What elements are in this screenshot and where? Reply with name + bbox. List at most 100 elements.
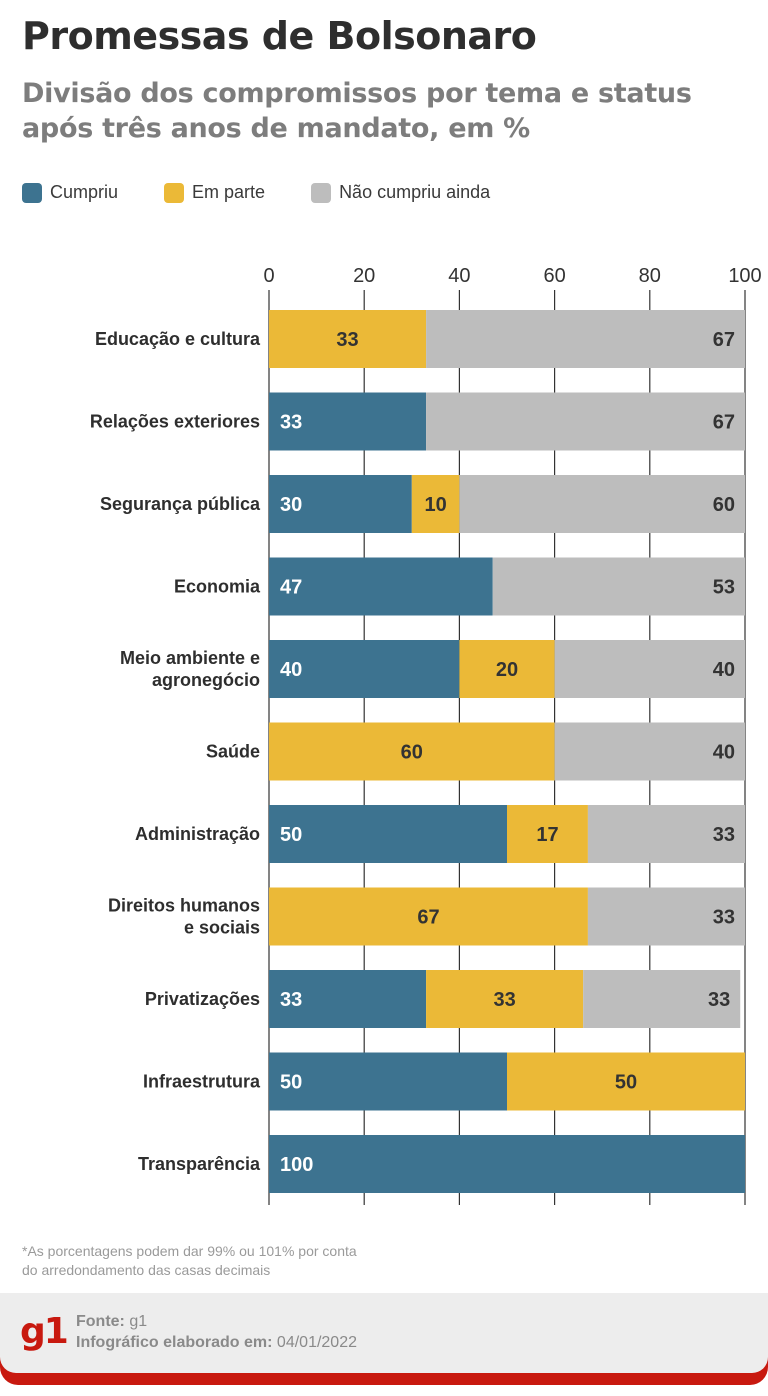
category-label-line: Direitos humanos xyxy=(108,896,260,916)
bar-segment-nao-cumpriu xyxy=(459,475,745,533)
bar-segment-em-parte xyxy=(459,640,555,698)
data-label: 17 xyxy=(536,824,558,846)
category-label: Segurança pública xyxy=(100,494,261,514)
x-tick-label: 80 xyxy=(639,265,661,287)
x-tick-label: 100 xyxy=(728,265,761,287)
category-label: Relações exteriores xyxy=(90,412,260,432)
category-label: Meio ambiente e agronegócio xyxy=(120,648,260,690)
chart-subtitle: Divisão dos compromissos por tema e stat… xyxy=(22,78,692,144)
data-label: 10 xyxy=(424,494,446,516)
bar-segment-cumpriu xyxy=(269,392,427,451)
x-tick-label: 60 xyxy=(543,265,565,287)
data-label: 47 xyxy=(280,577,302,599)
bar-segment-nao-cumpriu xyxy=(587,887,745,946)
bar-segment-nao-cumpriu xyxy=(587,805,745,863)
category-label-line: Relações exteriores xyxy=(90,412,260,432)
source-line: Fonte: g1 xyxy=(76,1311,357,1332)
bar-segment-em-parte xyxy=(269,310,427,368)
footer-panel: g1 Fonte: g1 Infográfico elaborado em: 0… xyxy=(0,1293,768,1373)
category-label-line: Administração xyxy=(135,824,260,844)
data-label: 33 xyxy=(280,412,302,434)
data-label: 50 xyxy=(280,824,302,846)
category-label: Administração xyxy=(135,824,260,844)
bar-segment-cumpriu xyxy=(269,805,507,863)
source-label: Fonte: xyxy=(76,1313,125,1330)
bar-segment-nao-cumpriu xyxy=(554,722,745,781)
category-label-line: Privatizações xyxy=(145,989,260,1009)
bar-row: Educação e cultura 33 67 xyxy=(95,310,745,368)
bar-segment-em-parte xyxy=(269,887,588,946)
data-label: 53 xyxy=(713,577,735,599)
bar-segment-cumpriu xyxy=(269,475,412,533)
legend-item-em-parte: Em parte xyxy=(164,182,265,203)
x-tick-label: 40 xyxy=(448,265,470,287)
x-tick-label: 20 xyxy=(353,265,375,287)
legend-item-nao-cumpriu: Não cumpriu ainda xyxy=(311,182,490,203)
data-label: 20 xyxy=(496,659,518,681)
data-label: 50 xyxy=(280,1072,302,1094)
data-label: 33 xyxy=(280,989,302,1011)
data-label: 50 xyxy=(615,1072,637,1094)
category-label: Saúde xyxy=(206,742,260,762)
data-label: 100 xyxy=(280,1154,313,1176)
bar-row: Transparência 100 xyxy=(138,1135,745,1193)
chart-title: Promessas de Bolsonaro xyxy=(22,14,537,58)
date-label: Infográfico elaborado em: xyxy=(76,1334,273,1351)
data-label: 33 xyxy=(713,824,735,846)
category-label-line: Infraestrutura xyxy=(143,1072,261,1092)
bar-row: Administração 50 17 33 xyxy=(135,805,745,863)
legend-swatch-cumpriu xyxy=(22,182,42,203)
bar-segment-cumpriu xyxy=(269,557,493,616)
bar-row: Direitos humanos e sociais 67 33 xyxy=(108,887,745,946)
category-label-line: Saúde xyxy=(206,742,260,762)
bar-segment-em-parte xyxy=(507,805,588,863)
bar-segment-nao-cumpriu xyxy=(426,310,745,368)
legend-label: Cumpriu xyxy=(50,182,119,202)
bar-segment-cumpriu xyxy=(269,1052,507,1111)
date-value: 04/01/2022 xyxy=(276,1334,357,1351)
credits: Fonte: g1 Infográfico elaborado em: 04/0… xyxy=(76,1311,357,1353)
category-label-line: Segurança pública xyxy=(100,494,261,514)
footnote: *As porcentagens podem dar 99% ou 101% p… xyxy=(22,1242,542,1280)
data-label: 33 xyxy=(713,907,735,929)
data-label: 40 xyxy=(280,659,302,681)
bar-segment-nao-cumpriu xyxy=(426,392,745,451)
bar-row: Economia 47 53 xyxy=(174,557,745,616)
category-label-line: Transparência xyxy=(138,1154,261,1174)
bar-segment-nao-cumpriu xyxy=(583,970,741,1028)
legend: Cumpriu Em parte Não cumpriu ainda xyxy=(22,182,536,203)
category-label: Infraestrutura xyxy=(143,1072,261,1092)
category-label-line: agronegócio xyxy=(152,670,260,690)
x-tick-label: 0 xyxy=(263,265,274,287)
bar-segment-em-parte xyxy=(411,475,460,533)
category-label: Privatizações xyxy=(145,989,260,1009)
legend-swatch-nao-cumpriu xyxy=(311,182,332,203)
stacked-bar-chart: 0 20 40 60 80 100 Educação e cultura 33 67 Relaçõ… xyxy=(90,265,762,1205)
legend-label: Não cumpriu ainda xyxy=(339,182,491,202)
source-value: g1 xyxy=(129,1313,148,1330)
data-label: 33 xyxy=(336,329,358,351)
bar-row: Meio ambiente e agronegócio 40 20 40 xyxy=(120,640,745,698)
bar-row: Relações exteriores 33 67 xyxy=(90,392,745,451)
data-label: 30 xyxy=(280,494,302,516)
bar-row: Saúde 60 40 xyxy=(206,722,745,781)
bar-segment-nao-cumpriu xyxy=(554,640,745,698)
category-label: Economia xyxy=(174,577,261,597)
data-label: 40 xyxy=(713,659,735,681)
category-label: Transparência xyxy=(138,1154,261,1174)
bar-row: Infraestrutura 50 50 xyxy=(143,1052,745,1111)
bar-segment-nao-cumpriu xyxy=(492,557,745,616)
data-label: 67 xyxy=(713,329,735,351)
bar-segment-em-parte xyxy=(426,970,584,1028)
data-label: 33 xyxy=(493,989,515,1011)
data-label: 60 xyxy=(713,494,735,516)
bar-row: Segurança pública 30 10 60 xyxy=(100,475,745,533)
footnote-line-2: do arredondamento das casas decimais xyxy=(22,1262,271,1278)
data-label: 60 xyxy=(401,742,423,764)
bar-segment-em-parte xyxy=(507,1052,745,1111)
category-label-line: Educação e cultura xyxy=(95,329,261,349)
category-label-line: Meio ambiente e xyxy=(120,648,260,668)
category-label-line: e sociais xyxy=(184,918,260,938)
footnote-line-1: *As porcentagens podem dar 99% ou 101% p… xyxy=(22,1243,357,1259)
bar-segment-cumpriu xyxy=(269,640,460,698)
